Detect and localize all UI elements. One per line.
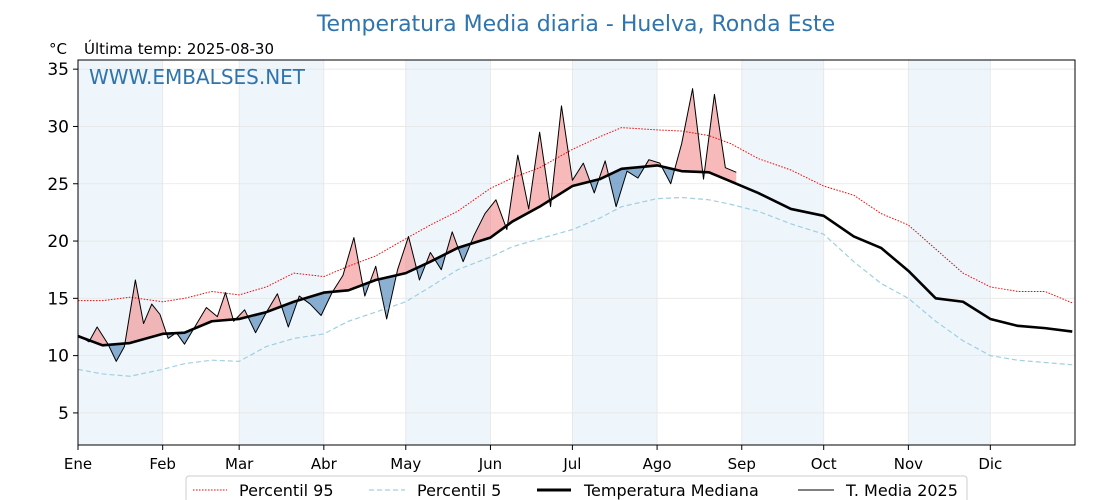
fill-below-median bbox=[281, 299, 298, 327]
series-line-1 bbox=[77, 196, 1073, 377]
month-bands bbox=[78, 60, 991, 445]
last-temp-label: Última temp: 2025-08-30 bbox=[84, 39, 274, 58]
x-tick-label: Mar bbox=[225, 455, 254, 473]
x-tick-label: Ago bbox=[643, 455, 672, 473]
fill-above-median bbox=[192, 292, 234, 331]
month-band-ene bbox=[78, 60, 163, 445]
fill-below-median bbox=[702, 167, 705, 180]
fill-below-median bbox=[301, 290, 334, 316]
fill-above-median bbox=[469, 199, 507, 246]
fill-below-median bbox=[661, 165, 675, 184]
legend-label-p95: Percentil 95 bbox=[239, 481, 334, 500]
x-tick-label: Jun bbox=[478, 455, 502, 473]
chart-title: Temperatura Media diaria - Huelva, Ronda… bbox=[316, 12, 835, 37]
fill-below-median bbox=[607, 166, 645, 207]
x-tick-label: Oct bbox=[811, 455, 837, 473]
x-tick-label: May bbox=[390, 455, 421, 473]
x-tick-label: Abr bbox=[311, 455, 338, 473]
legend: Percentil 95 Percentil 5 Temperatura Med… bbox=[185, 475, 968, 500]
x-tick-label: Ene bbox=[64, 455, 92, 473]
fill-below-median bbox=[176, 328, 195, 345]
fill-above-median bbox=[643, 159, 663, 169]
month-band-sep bbox=[741, 60, 824, 445]
y-axis: 5 10 15 20 25 30 35 bbox=[47, 60, 78, 424]
x-tick-label: Feb bbox=[149, 455, 176, 473]
series-line-3 bbox=[77, 88, 737, 362]
y-tick-label: 35 bbox=[47, 60, 69, 80]
y-tick-label: 20 bbox=[47, 232, 69, 252]
legend-label-current: T. Media 2025 bbox=[845, 481, 958, 500]
watermark: WWW.EMBALSES.NET bbox=[89, 65, 306, 89]
fill-above-median bbox=[673, 88, 704, 180]
month-band-mar bbox=[239, 60, 324, 445]
fill-above-median bbox=[550, 105, 591, 207]
x-tick-label: Dic bbox=[978, 455, 1002, 473]
fill-below-median bbox=[377, 269, 398, 319]
fill-below-median bbox=[457, 241, 472, 262]
x-axis: Ene Feb Mar Abr May Jun Jul Ago Sep Oct Nov Dic bbox=[64, 445, 1002, 473]
fill-above-median bbox=[368, 266, 379, 285]
y-tick-label: 5 bbox=[58, 404, 69, 424]
series-line-2 bbox=[77, 164, 1073, 347]
fill-above-median bbox=[445, 231, 460, 256]
plot-frame bbox=[77, 59, 1076, 446]
legend-box bbox=[185, 475, 968, 500]
fill-below-median bbox=[415, 262, 427, 280]
y-tick-label: 30 bbox=[47, 117, 69, 137]
y-tick-label: 25 bbox=[47, 175, 69, 195]
fill-above-median bbox=[124, 280, 167, 347]
fill-above-median bbox=[396, 236, 417, 276]
month-band-nov bbox=[908, 60, 991, 445]
unit-label: °C bbox=[49, 40, 67, 58]
x-tick-label: Jul bbox=[562, 455, 581, 473]
y-tick-label: 10 bbox=[47, 347, 69, 367]
y-tick-label: 15 bbox=[47, 289, 69, 309]
x-tick-label: Nov bbox=[894, 455, 923, 473]
fill-above-median bbox=[265, 293, 283, 315]
fill-above-median bbox=[332, 237, 364, 293]
series-lines bbox=[77, 88, 1073, 377]
x-tick-label: Sep bbox=[728, 455, 756, 473]
series-line-0 bbox=[78, 127, 1073, 304]
legend-label-median: Temperatura Mediana bbox=[583, 481, 759, 500]
fill-above-median bbox=[506, 132, 551, 230]
fill-below-median bbox=[247, 312, 267, 333]
legend-label-p5: Percentil 5 bbox=[417, 481, 501, 500]
month-band-jul bbox=[572, 60, 658, 445]
